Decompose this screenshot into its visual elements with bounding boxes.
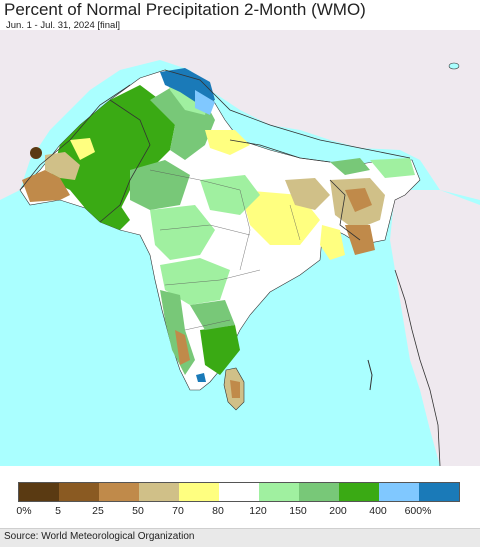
- border-afghanistan: [19, 84, 131, 191]
- legend-swatch-4: [179, 483, 219, 501]
- credit-band: Source: World Meteorological Organizatio…: [0, 528, 480, 547]
- legend-swatch-3: [139, 483, 179, 501]
- map-subtitle: Jun. 1 - Jul. 31, 2024 [final]: [6, 20, 121, 31]
- legend-label-5: 80: [212, 505, 224, 517]
- legend-swatch-9: [379, 483, 419, 501]
- region-darkbrown-spot: [30, 147, 42, 159]
- legend-swatch-5: [219, 483, 259, 501]
- region-palegreen-central: [150, 205, 215, 260]
- legend-swatch-6: [259, 483, 299, 501]
- region-green-tamilnadu: [200, 325, 240, 375]
- legend-label-9: 400: [369, 505, 387, 517]
- legend-label-7: 150: [289, 505, 307, 517]
- map-title: Percent of Normal Precipitation 2-Month …: [4, 0, 366, 19]
- source-credit: Source: World Meteorological Organizatio…: [4, 531, 195, 542]
- region-lightblue-ladakh: [195, 90, 215, 115]
- border-china: [164, 69, 411, 159]
- region-brown-balochistan: [22, 170, 70, 202]
- legend-label-6: 120: [249, 505, 267, 517]
- legend-label-0: 0%: [16, 505, 32, 517]
- region-yellow-sindh: [70, 138, 95, 160]
- region-tan-balochistan: [45, 152, 80, 180]
- state-boundaries: [149, 169, 301, 331]
- region-tan-kerala: [175, 330, 190, 365]
- sri-lanka-interior: [230, 380, 240, 398]
- lake-marker: [448, 62, 460, 70]
- region-palegreen-mp: [200, 175, 260, 215]
- region-tan-bihar: [285, 178, 330, 210]
- border-nepal: [229, 139, 331, 163]
- legend-color-bar: [18, 482, 460, 502]
- region-palegreen-maharashtra: [160, 258, 230, 305]
- region-green-northwest: [50, 85, 175, 222]
- legend-swatch-8: [339, 483, 379, 501]
- region-lightgreen-rajasthan: [130, 160, 190, 210]
- region-green-arunachal: [330, 158, 370, 175]
- region-brown-northeast: [345, 188, 372, 212]
- legend-label-4: 70: [172, 505, 184, 517]
- region-yellow-uttarakhand: [205, 130, 250, 155]
- legend-swatch-10: [419, 483, 459, 501]
- region-blue-south-tip: [196, 373, 206, 382]
- legend-swatch-2: [99, 483, 139, 501]
- legend-swatch-0: [19, 483, 59, 501]
- legend-label-8: 200: [329, 505, 347, 517]
- legend-label-3: 50: [132, 505, 144, 517]
- outside-land-east: [390, 190, 480, 466]
- outside-land-northwest: [0, 30, 480, 200]
- legend-swatch-7: [299, 483, 339, 501]
- region-lightgreen-karnataka: [190, 300, 235, 330]
- legend-label-1: 5: [55, 505, 61, 517]
- andaman-islands: [367, 359, 373, 391]
- border-bangladesh: [329, 179, 361, 241]
- region-green-gujarat: [85, 200, 130, 230]
- myanmar-coast: [394, 269, 441, 466]
- legend-label-2: 25: [92, 505, 104, 517]
- precipitation-map: [0, 30, 480, 466]
- legend-swatch-1: [59, 483, 99, 501]
- border-pakistan-india: [99, 99, 151, 223]
- legend-label-10: 600%: [404, 505, 432, 517]
- region-yellow-bengal: [320, 225, 345, 260]
- region-palegreen-assam: [370, 158, 415, 178]
